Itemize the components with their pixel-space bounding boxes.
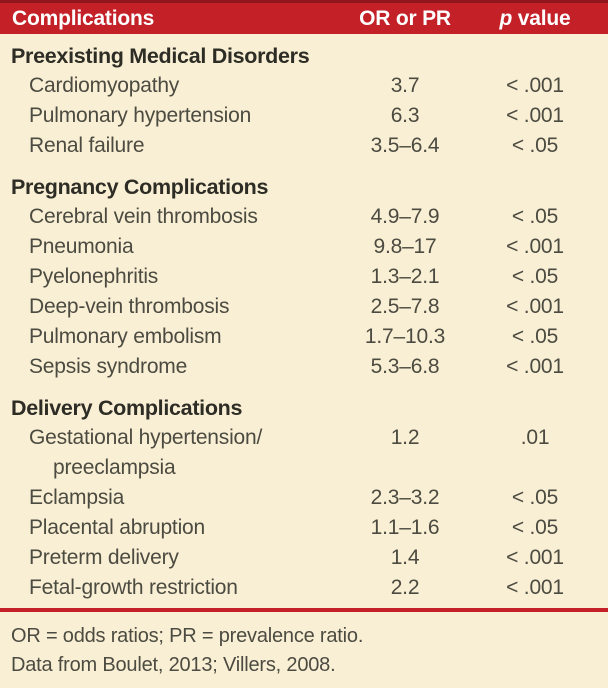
row-label-cell: Placental abruption: [0, 513, 330, 543]
row-label: Pulmonary hypertension: [29, 104, 252, 127]
row-p-value: < .001: [506, 104, 564, 127]
row-or-pr-value: 1.4: [390, 546, 420, 569]
row-label: Renal failure: [29, 134, 145, 157]
column-header-or-pr: OR or PR: [359, 6, 451, 30]
row-p-value: < .001: [506, 355, 564, 378]
row-or-pr-value: 2.5–7.8: [370, 295, 440, 318]
table-row: Pulmonary embolism 1.7–10.3 < .05: [0, 322, 608, 352]
row-p-value: < .001: [506, 74, 564, 97]
row-label: Deep-vein thrombosis: [29, 295, 230, 318]
table-row: Cerebral vein thrombosis 4.9–7.9 < .05: [0, 202, 608, 232]
section-header: Delivery Complications: [11, 396, 243, 420]
row-or-pr-value: 1.1–1.6: [370, 516, 440, 539]
row-or-pr-value: 1.7–10.3: [364, 325, 446, 348]
footnote-line: OR = odds ratios; PR = prevalence ratio.: [11, 625, 364, 647]
row-label-cell: Deep-vein thrombosis: [0, 292, 330, 322]
row-label-cell: Fetal-growth restriction: [0, 573, 330, 603]
row-label: Cerebral vein thrombosis: [29, 205, 258, 228]
row-label-cell: Preterm delivery: [0, 543, 330, 573]
column-header-complications: Complications: [12, 6, 155, 30]
row-label-cell: Gestational hypertension/ preeclampsia: [0, 423, 330, 483]
footer-divider-rule: [0, 608, 608, 612]
row-label: Pneumonia: [29, 235, 134, 258]
row-p-value: < .05: [511, 325, 559, 348]
row-label: Gestational hypertension/: [29, 426, 263, 449]
table-row: Pulmonary hypertension 6.3 < .001: [0, 101, 608, 131]
row-label: Cardiomyopathy: [29, 74, 180, 97]
column-header-p-value: p value: [480, 7, 590, 31]
row-p-value: < .001: [506, 576, 564, 599]
table-header-bar: Complications OR or PR p value: [0, 0, 608, 34]
footnotes: OR = odds ratios; PR = prevalence ratio.…: [0, 612, 608, 680]
row-or-pr-value: 3.7: [390, 74, 420, 97]
row-label: Sepsis syndrome: [29, 355, 188, 378]
row-p-value: < .001: [506, 295, 564, 318]
row-or-pr-value: 5.3–6.8: [370, 355, 440, 378]
row-label-cell: Cardiomyopathy: [0, 71, 330, 101]
table-row: Placental abruption 1.1–1.6 < .05: [0, 513, 608, 543]
row-label-cell: Pulmonary embolism: [0, 322, 330, 352]
row-label: Fetal-growth restriction: [29, 576, 238, 599]
row-label-cell: Eclampsia: [0, 483, 330, 513]
table-row: Eclampsia 2.3–3.2 < .05: [0, 483, 608, 513]
row-or-pr-value: 1.3–2.1: [370, 265, 440, 288]
table-row: Sepsis syndrome 5.3–6.8 < .001: [0, 352, 608, 382]
row-p-value: < .001: [506, 546, 564, 569]
row-p-value: < .05: [511, 205, 559, 228]
row-p-value: < .05: [511, 134, 559, 157]
section-header: Pregnancy Complications: [11, 175, 269, 199]
row-or-pr-value: 9.8–17: [373, 235, 437, 258]
row-label: Pyelonephritis: [29, 265, 159, 288]
row-or-pr-value: 2.3–3.2: [370, 486, 440, 509]
row-label: Preterm delivery: [29, 546, 179, 569]
table-row: Preterm delivery 1.4 < .001: [0, 543, 608, 573]
row-p-value: < .001: [506, 235, 564, 258]
row-or-pr-value: 6.3: [390, 104, 420, 127]
table-row: Deep-vein thrombosis 2.5–7.8 < .001: [0, 292, 608, 322]
row-label-cell: Cerebral vein thrombosis: [0, 202, 330, 232]
row-label: Pulmonary embolism: [29, 325, 222, 348]
table-row: Pyelonephritis 1.3–2.1 < .05: [0, 262, 608, 292]
row-label-line2: preeclampsia: [53, 456, 176, 479]
row-p-value: .01: [520, 426, 550, 449]
table-row: Pneumonia 9.8–17 < .001: [0, 232, 608, 262]
row-label-cell: Renal failure: [0, 131, 330, 161]
p-italic-letter: p: [499, 6, 513, 30]
row-or-pr-value: 1.2: [390, 426, 420, 449]
row-p-value: < .05: [511, 265, 559, 288]
row-p-value: < .05: [511, 486, 559, 509]
row-p-value: < .05: [511, 516, 559, 539]
row-label-cell: Pyelonephritis: [0, 262, 330, 292]
section-header: Preexisting Medical Disorders: [11, 44, 310, 68]
row-label-cell: Sepsis syndrome: [0, 352, 330, 382]
row-label: Eclampsia: [29, 486, 125, 509]
row-label-cell: Pneumonia: [0, 232, 330, 262]
row-or-pr-value: 3.5–6.4: [370, 134, 440, 157]
footnote-line: Data from Boulet, 2013; Villers, 2008.: [11, 654, 336, 676]
row-label-cell: Pulmonary hypertension: [0, 101, 330, 131]
table-row: Fetal-growth restriction 2.2 < .001: [0, 573, 608, 603]
table-row: Cardiomyopathy 3.7 < .001: [0, 71, 608, 101]
row-or-pr-value: 2.2: [390, 576, 420, 599]
p-value-word: value: [512, 6, 571, 30]
row-or-pr-value: 4.9–7.9: [370, 205, 440, 228]
row-label: Placental abruption: [29, 516, 205, 539]
table-row: Gestational hypertension/ preeclampsia 1…: [0, 423, 608, 483]
table-body: Preexisting Medical Disorders Cardiomyop…: [0, 34, 608, 603]
table-row: Renal failure 3.5–6.4 < .05: [0, 131, 608, 161]
